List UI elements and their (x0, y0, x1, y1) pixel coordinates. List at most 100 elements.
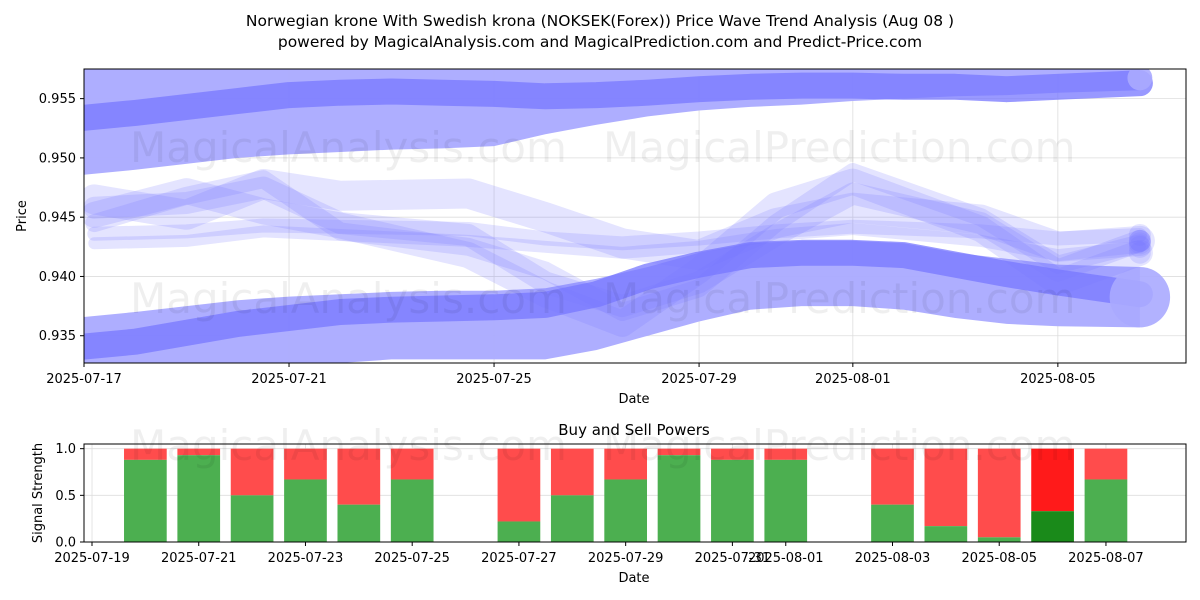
buy-bar (1084, 479, 1128, 542)
wave-end (1128, 229, 1151, 252)
bottom-plot-frame (83, 443, 1187, 543)
top-x-label: Date (618, 392, 649, 407)
band-cap-upper (1127, 69, 1153, 91)
signal-bars (84, 444, 1186, 543)
buy-bar (764, 459, 808, 542)
bottom-x-tick-label: 2025-07-27 (481, 551, 557, 566)
chart-title-line1: Norwegian krone With Swedish krona (NOKS… (246, 12, 954, 30)
sell-bar (337, 448, 381, 505)
watermark-bottom-1: MagicalAnalysis.com (130, 421, 567, 470)
wave-end (1128, 223, 1151, 246)
bottom-y-tick-label: 0.0 (55, 536, 76, 551)
bottom-y-tick-label: 1.0 (55, 442, 76, 457)
top-x-axis: 2025-07-17 2025-07-21 2025-07-25 2025-07-29… (46, 363, 1096, 387)
bottom-x-tick-label: 2025-08-05 (961, 551, 1037, 566)
buy-bar (124, 459, 167, 542)
bottom-x-tick-label: 2025-07-31 (695, 551, 771, 566)
bottom-x-tick-label: 2025-07-25 (374, 551, 450, 566)
watermark-top-1: MagicalAnalysis.com (130, 123, 567, 172)
top-y-tick-label: 0.945 (39, 211, 76, 226)
top-y-label: Price (15, 200, 30, 232)
wave-line (84, 169, 1155, 271)
sell-bar (230, 448, 274, 496)
top-y-tick-label: 0.940 (39, 270, 76, 285)
buy-bar (177, 455, 221, 542)
buy-bar (711, 459, 754, 542)
buy-bar (390, 479, 434, 542)
sell-bar (1031, 448, 1074, 512)
top-y-axis: 0.935 0.940 0.945 0.950 0.955 (39, 92, 84, 344)
watermark-top-2: MagicalPrediction.com (603, 123, 1076, 172)
wave-line (84, 176, 1151, 318)
bottom-x-tick-label: 2025-08-03 (855, 551, 931, 566)
bottom-x-tick-label: 2025-08-01 (748, 551, 824, 566)
top-x-tick-label: 2025-07-25 (456, 372, 532, 387)
bottom-x-tick-label: 2025-08-07 (1068, 551, 1144, 566)
top-y-tick-label: 0.950 (39, 151, 76, 166)
sell-bar (550, 448, 594, 496)
wave-line (88, 223, 1146, 262)
top-x-tick-label: 2025-08-01 (815, 372, 891, 387)
wave-end (1128, 241, 1151, 264)
wave-end (1128, 229, 1151, 252)
top-watermarks: MagicalAnalysis.com MagicalPrediction.co… (130, 123, 1076, 323)
sell-bar (177, 448, 221, 456)
buy-bar (230, 495, 274, 542)
buy-bar (497, 521, 541, 542)
bottom-y-axis: 0.0 0.5 1.0 (55, 442, 84, 551)
sell-bar (124, 448, 167, 460)
buy-bar (284, 479, 327, 542)
watermark-bottom-2: MagicalPrediction.com (603, 421, 1076, 470)
sell-bar (924, 448, 968, 527)
price-waves (84, 163, 1155, 337)
sell-bar (871, 448, 914, 505)
bottom-x-label: Date (618, 571, 649, 586)
watermark-mid-1: MagicalAnalysis.com (130, 274, 567, 323)
top-y-tick-label: 0.935 (39, 329, 76, 344)
band-center-lower (84, 239, 1153, 360)
buy-bar (337, 504, 381, 542)
bottom-x-tick-label: 2025-07-29 (588, 551, 664, 566)
sell-bar (711, 448, 754, 460)
buy-bar (657, 455, 701, 542)
price-bands (84, 69, 1171, 363)
sell-bar (284, 448, 327, 480)
band-cap-lower (1109, 266, 1171, 328)
wave-line (84, 168, 1153, 337)
bottom-y-tick-label: 0.5 (55, 489, 76, 504)
sell-bar (497, 448, 541, 522)
bottom-x-tick-label: 2025-07-23 (268, 551, 344, 566)
bottom-watermarks: MagicalAnalysis.com MagicalPrediction.co… (130, 421, 1076, 470)
sell-bar (604, 448, 648, 480)
bottom-x-axis: 2025-07-19 2025-07-21 2025-07-23 2025-07-25… (54, 542, 1144, 566)
buy-bar (1031, 511, 1074, 542)
buy-bar (871, 504, 914, 542)
wave-line (85, 163, 1149, 321)
band-center-upper (84, 70, 1153, 131)
bottom-x-tick-label: 2025-07-21 (161, 551, 237, 566)
sell-bar (764, 448, 808, 460)
buy-bar (977, 537, 1021, 542)
sell-bar (977, 448, 1021, 538)
bottom-x-tick-label: 2025-07-19 (54, 551, 130, 566)
wave-end (1128, 232, 1151, 255)
sell-bar (657, 448, 701, 456)
bottom-chart-title: Buy and Sell Powers (558, 421, 710, 439)
top-x-tick-label: 2025-08-05 (1020, 372, 1096, 387)
top-x-tick-label: 2025-07-21 (251, 372, 327, 387)
top-y-tick-label: 0.955 (39, 92, 76, 107)
sell-bar (390, 448, 434, 480)
bottom-y-label: Signal Strength (31, 443, 46, 543)
top-plot-frame (83, 68, 1187, 364)
top-x-tick-label: 2025-07-29 (661, 372, 737, 387)
top-x-tick-label: 2025-07-17 (46, 372, 122, 387)
wave-end (1128, 235, 1151, 258)
wave-line (87, 218, 1147, 251)
buy-bar (604, 479, 648, 542)
buy-bar (924, 526, 968, 542)
buy-bar (550, 495, 594, 542)
sell-bar (1084, 448, 1128, 480)
chart-title-line2: powered by MagicalAnalysis.com and Magic… (278, 33, 922, 51)
watermark-mid-2: MagicalPrediction.com (603, 274, 1076, 323)
